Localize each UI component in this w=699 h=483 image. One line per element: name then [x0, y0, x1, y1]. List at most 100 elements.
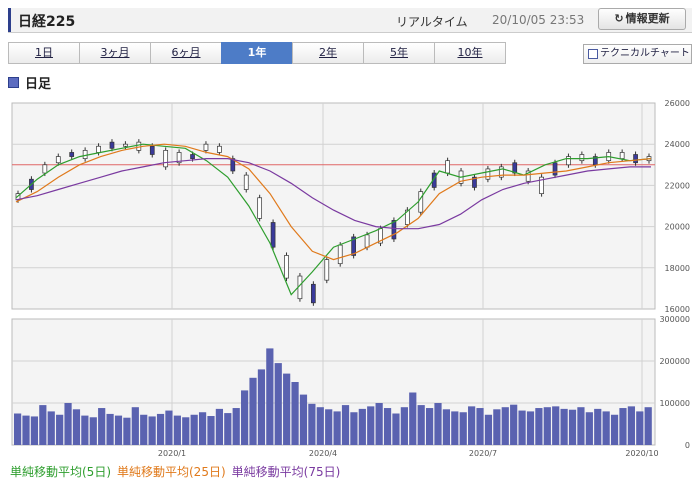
- volume-bar: [14, 413, 22, 445]
- volume-bar: [182, 417, 190, 445]
- volume-bar: [257, 369, 266, 445]
- volume-bar: [165, 410, 173, 445]
- volume-bar: [156, 413, 165, 445]
- volume-bar: [274, 363, 282, 445]
- volume-bar: [30, 416, 39, 445]
- header-accent: [8, 8, 11, 32]
- candle-body: [431, 172, 437, 188]
- ma-line: [15, 143, 652, 261]
- tab-6month[interactable]: 6ヶ月: [150, 42, 222, 64]
- candle-body: [42, 164, 48, 174]
- candle-body: [230, 158, 236, 172]
- candle-body: [619, 152, 625, 159]
- volume-bar: [114, 415, 123, 445]
- ma-line: [15, 143, 652, 296]
- x-tick-label: 2020/7: [469, 449, 497, 458]
- volume-bar: [215, 408, 223, 445]
- y-tick-label: 16000: [665, 305, 690, 314]
- x-tick-label: 2020/10: [625, 449, 658, 458]
- volume-bar: [224, 413, 232, 445]
- volume-y-tick-label: 0: [685, 441, 690, 450]
- volume-bar: [577, 407, 585, 445]
- y-tick-label: 22000: [665, 181, 690, 190]
- header-bar: 日経225 リアルタイム 20/10/05 23:53: [8, 8, 692, 33]
- candle-body: [351, 236, 356, 256]
- volume-bar: [383, 408, 392, 445]
- volume-bar: [198, 412, 207, 445]
- candle-body: [525, 170, 531, 182]
- candle-body: [270, 222, 276, 248]
- candle-body: [472, 176, 477, 188]
- volume-bar: [375, 403, 383, 445]
- candle-body: [579, 154, 585, 162]
- volume-bar: [98, 408, 106, 445]
- tab-5year[interactable]: 5年: [363, 42, 435, 64]
- tab-3month[interactable]: 3ヶ月: [79, 42, 151, 64]
- timestamp: 20/10/05 23:53: [492, 13, 585, 27]
- volume-bar: [89, 417, 97, 445]
- volume-bar: [501, 407, 509, 445]
- volume-bar: [627, 406, 635, 445]
- candle-body: [217, 145, 222, 153]
- volume-bar: [190, 414, 198, 445]
- candle-body: [324, 259, 330, 281]
- tab-1year[interactable]: 1年: [221, 42, 293, 64]
- candle-body: [552, 162, 558, 176]
- refresh-button[interactable]: ↻ 情報更新: [598, 8, 686, 30]
- candle-body: [404, 209, 410, 225]
- volume-bar: [291, 382, 299, 445]
- volume-bar: [207, 416, 215, 445]
- volume-bar: [266, 348, 274, 445]
- candle-body: [633, 154, 638, 164]
- volume-bar: [316, 407, 324, 445]
- volume-y-tick-label: 300000: [659, 315, 690, 324]
- technical-chart-label: テクニカルチャート: [600, 48, 690, 59]
- candle-body: [123, 143, 128, 147]
- candle-body: [190, 154, 195, 159]
- volume-bar: [22, 415, 30, 445]
- volume-bar: [173, 415, 181, 445]
- candle-body: [69, 152, 75, 157]
- volume-bar: [636, 411, 644, 445]
- candle-body: [364, 234, 370, 248]
- square-bullet-icon: [8, 77, 19, 88]
- candle-body: [96, 145, 101, 153]
- candle-body: [498, 166, 504, 178]
- volume-bar: [468, 406, 476, 445]
- candle-body: [311, 283, 316, 304]
- volume-bar: [417, 405, 425, 445]
- volume-bar: [493, 409, 501, 445]
- volume-bar: [56, 414, 64, 445]
- volume-bar: [560, 408, 568, 445]
- candle-body: [485, 168, 491, 180]
- technical-chart-button[interactable]: テクニカルチャート: [583, 44, 692, 64]
- volume-bar: [299, 394, 308, 445]
- volume-bar: [283, 373, 291, 445]
- price-panel: [11, 102, 656, 310]
- volume-bar: [106, 413, 114, 445]
- volume-bar: [602, 411, 610, 445]
- period-tabs: 1日 3ヶ月 6ヶ月 1年 2年 5年 10年: [8, 42, 506, 64]
- candle-body: [566, 156, 571, 166]
- tab-1day[interactable]: 1日: [8, 42, 80, 64]
- index-title: 日経225: [18, 14, 76, 30]
- volume-bar: [47, 411, 55, 445]
- volume-bar: [476, 408, 484, 445]
- candle-body: [284, 255, 289, 279]
- volume-bar: [72, 409, 81, 445]
- y-tick-label: 26000: [665, 99, 690, 108]
- volume-bar: [350, 412, 358, 445]
- tab-2year[interactable]: 2年: [292, 42, 364, 64]
- tab-10year[interactable]: 10年: [434, 42, 506, 64]
- volume-bar: [392, 413, 400, 445]
- legend-ma25: 単純移動平均(25日): [117, 465, 226, 479]
- volume-bar: [552, 406, 560, 445]
- volume-bar: [451, 411, 459, 445]
- candle-body: [176, 152, 182, 164]
- legend-ma5: 単純移動平均(5日): [10, 465, 111, 479]
- volume-bar: [425, 408, 434, 445]
- volume-bar: [619, 408, 627, 445]
- x-tick-label: 2020/1: [158, 449, 186, 458]
- candle-body: [337, 244, 343, 265]
